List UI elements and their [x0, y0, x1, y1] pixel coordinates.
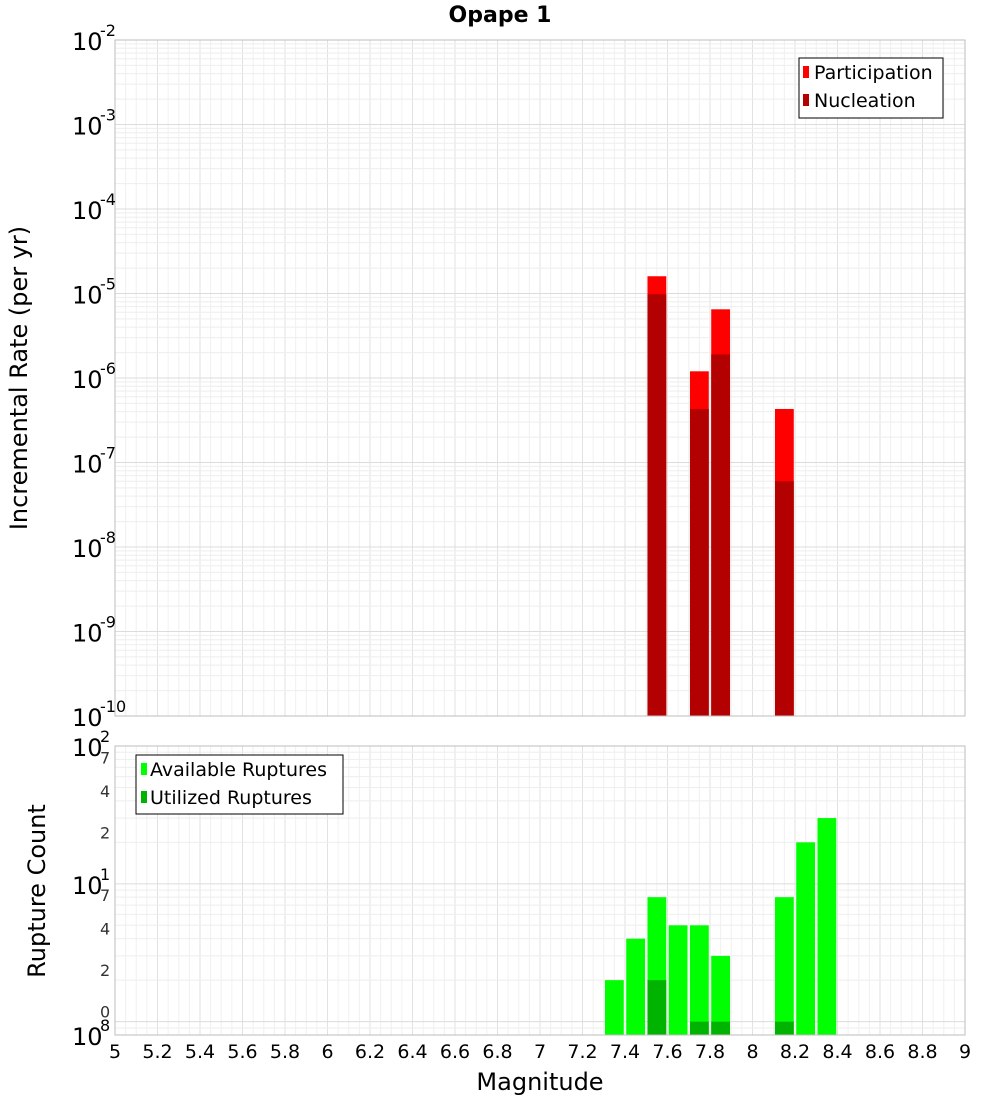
- legend-label: Nucleation: [814, 90, 916, 112]
- x-tick-label: 7.8: [695, 1041, 725, 1063]
- y-tick-label-base: 10: [72, 620, 103, 648]
- legend-label: Utilized Ruptures: [150, 787, 312, 809]
- x-tick-label: 7: [534, 1041, 546, 1063]
- y-tick-label-base: 10: [72, 366, 103, 394]
- chart-title: Opape 1: [449, 3, 552, 28]
- nucleation-bar: [711, 354, 731, 716]
- y-tick-label-minor: 7: [100, 886, 110, 905]
- y-tick-label-exponent: -3: [100, 106, 116, 125]
- y-tick-label-exponent: -7: [100, 444, 116, 463]
- legend-swatch: [803, 66, 809, 78]
- nucleation-bar: [774, 481, 794, 716]
- legend-label: Available Ruptures: [150, 759, 327, 781]
- y-tick-label-exponent: -6: [100, 359, 116, 378]
- x-tick-label: 8: [746, 1041, 758, 1063]
- y-tick-label-base: 10: [72, 197, 103, 225]
- top-plot-grid: [114, 40, 966, 717]
- x-tick-label: 6.6: [440, 1041, 470, 1063]
- x-tick-label: 5: [109, 1041, 121, 1063]
- x-tick-label: 5.2: [142, 1041, 172, 1063]
- x-tick-label: 8.2: [780, 1041, 810, 1063]
- x-tick-label: 6: [321, 1041, 333, 1063]
- x-tick-label: 6.8: [482, 1041, 512, 1063]
- y-tick-label-base: 10: [72, 28, 103, 56]
- utilized-ruptures-bar: [774, 1021, 794, 1035]
- y-tick-label-minor: 2: [100, 961, 110, 980]
- y-tick-label-minor: 7: [100, 748, 110, 767]
- available-ruptures-bar: [604, 980, 624, 1035]
- utilized-ruptures-bar: [711, 1021, 731, 1035]
- available-ruptures-bar: [668, 925, 688, 1035]
- y-tick-label-exponent: -5: [100, 275, 116, 294]
- legend-box: [135, 754, 344, 815]
- top-legend: Participation Nucleation: [798, 57, 944, 119]
- utilized-ruptures-bar: [647, 980, 667, 1035]
- x-tick-label: 8.4: [822, 1041, 852, 1063]
- available-ruptures-bar: [774, 897, 794, 1035]
- y-tick-label-exponent: -10: [100, 697, 126, 716]
- x-tick-label: 7.6: [652, 1041, 682, 1063]
- y-tick-label-base: 10: [72, 734, 103, 762]
- legend-label: Participation: [814, 62, 933, 84]
- y-tick-label-minor: 4: [100, 782, 110, 801]
- legend-swatch: [141, 791, 147, 803]
- y-tick-label-exponent: -9: [100, 613, 116, 632]
- bottom-legend: Available Ruptures Utilized Ruptures: [135, 754, 344, 815]
- y-tick-label-minor: 2: [100, 823, 110, 842]
- bottom-y-axis-label: Rupture Count: [23, 804, 51, 978]
- x-tick-label: 8.6: [865, 1041, 895, 1063]
- legend-swatch: [803, 94, 809, 106]
- y-tick-label-base: 10: [72, 1023, 103, 1051]
- y-tick-label-exponent: -4: [100, 190, 116, 209]
- y-tick-label-exponent: 2: [100, 727, 110, 746]
- y-tick-label-exponent: -2: [100, 21, 116, 40]
- x-tick-label: 5.8: [270, 1041, 300, 1063]
- x-tick-label: 6.4: [397, 1041, 427, 1063]
- y-tick-label-base: 10: [72, 113, 103, 141]
- y-tick-label-minor: 4: [100, 920, 110, 939]
- top-plot-border: [114, 39, 966, 717]
- available-ruptures-bar: [626, 938, 646, 1035]
- x-tick-label: 6.2: [355, 1041, 385, 1063]
- legend-swatch: [141, 763, 147, 775]
- nucleation-bar: [689, 408, 709, 716]
- y-tick-label-exponent: -8: [100, 528, 116, 547]
- x-tick-label: 7.4: [610, 1041, 640, 1063]
- available-ruptures-bar: [689, 925, 709, 1035]
- x-tick-label: 5.6: [227, 1041, 257, 1063]
- y-tick-label-base: 10: [72, 282, 103, 310]
- x-tick-label: 5.4: [185, 1041, 215, 1063]
- available-ruptures-bar: [796, 842, 816, 1035]
- y-tick-label-base: 10: [72, 451, 103, 479]
- legend-box: [798, 57, 944, 119]
- nucleation-bar: [647, 294, 667, 716]
- top-y-axis-label: Incremental Rate (per yr): [5, 226, 33, 530]
- available-ruptures-bar: [817, 818, 837, 1035]
- y-tick-label-base: 10: [72, 704, 103, 732]
- available-ruptures-bar: [711, 955, 731, 1035]
- bottom-plot-border: [114, 745, 966, 1036]
- y-tick-label-exponent: 8: [100, 1016, 110, 1035]
- x-axis-label: Magnitude: [476, 1068, 603, 1096]
- x-tick-label: 9: [959, 1041, 971, 1063]
- x-tick-label: 7.2: [567, 1041, 597, 1063]
- y-tick-label-exponent: 1: [100, 865, 110, 884]
- y-tick-label-minor: 0: [100, 1003, 110, 1022]
- x-tick-label: 8.8: [907, 1041, 937, 1063]
- y-tick-label-base: 10: [72, 872, 103, 900]
- utilized-ruptures-bar: [689, 1021, 709, 1035]
- y-tick-label-base: 10: [72, 535, 103, 563]
